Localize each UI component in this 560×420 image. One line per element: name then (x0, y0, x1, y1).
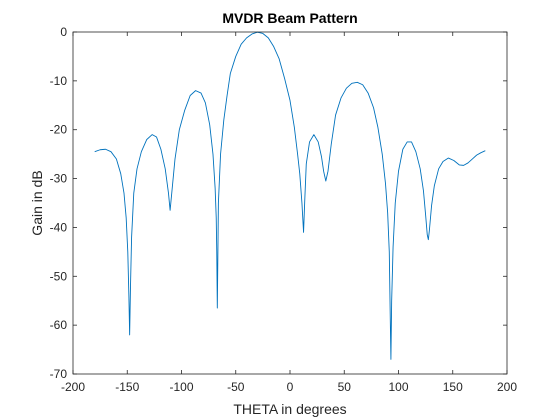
y-tick-label: -10 (50, 74, 68, 88)
x-tick-label: -100 (169, 380, 193, 394)
y-axis-ticks: 0 -10 -20 -30 -40 -50 -60 -70 (50, 25, 507, 381)
y-tick-label: -60 (50, 318, 68, 332)
x-tick-label: 150 (443, 380, 463, 394)
plot-line-layer (94, 31, 486, 360)
y-tick-label: -30 (50, 172, 68, 186)
y-tick-label: 0 (60, 25, 67, 39)
x-tick-label: 100 (388, 380, 408, 394)
x-tick-label: 200 (497, 380, 517, 394)
chart-title: MVDR Beam Pattern (222, 10, 357, 26)
series-line-0 (94, 31, 486, 360)
x-tick-label: 0 (287, 380, 294, 394)
y-tick-label: -40 (50, 220, 68, 234)
x-tick-label: -50 (227, 380, 245, 394)
x-tick-label: -150 (115, 380, 139, 394)
x-axis-ticks: -200 -150 -100 -50 0 50 100 150 200 (61, 32, 517, 394)
x-tick-label: 50 (338, 380, 352, 394)
y-tick-label: -50 (50, 269, 68, 283)
x-tick-label: -200 (61, 380, 85, 394)
plot-area (73, 32, 507, 374)
x-axis-label: THETA in degrees (233, 401, 346, 417)
y-tick-label: -20 (50, 123, 68, 137)
y-axis-label: Gain in dB (29, 170, 45, 235)
y-tick-label: -70 (50, 367, 68, 381)
